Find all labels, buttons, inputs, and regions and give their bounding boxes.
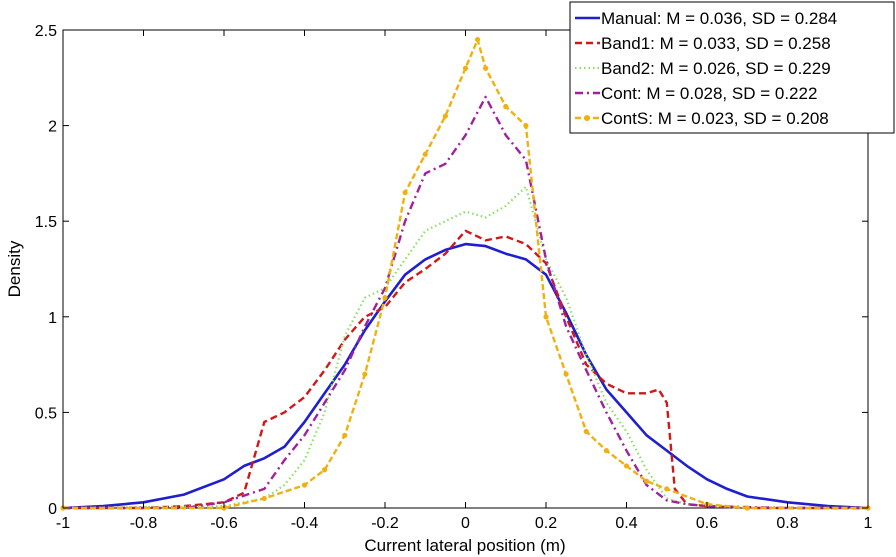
legend-label-band2: Band2: M = 0.026, SD = 0.229 [601, 59, 831, 78]
series-point-conts [422, 151, 428, 157]
x-tick-label: 0.4 [615, 515, 637, 532]
series-point-conts [382, 295, 388, 301]
legend-label-conts: ContS: M = 0.023, SD = 0.208 [601, 109, 829, 128]
x-tick-label: 0 [461, 515, 470, 532]
legend-box [569, 1, 895, 134]
y-tick-label: 2 [48, 119, 57, 136]
x-tick-label: -0.6 [210, 515, 238, 532]
series-point-conts [744, 505, 750, 511]
legend-marker-conts [584, 115, 590, 121]
y-tick-label: 1 [48, 310, 57, 327]
x-tick-label: 0.2 [535, 515, 557, 532]
series-line-band2 [62, 185, 868, 510]
legend-label-band1: Band1: M = 0.033, SD = 0.258 [601, 34, 831, 53]
series-point-conts [583, 428, 589, 435]
series-point-conts [483, 65, 489, 71]
series-point-conts [402, 189, 408, 196]
series-point-conts [543, 314, 549, 320]
legend-label-cont: Cont: M = 0.028, SD = 0.222 [601, 84, 817, 103]
series-point-conts [301, 482, 308, 488]
legend: Manual: M = 0.036, SD = 0.284 Band1: M = … [569, 1, 895, 134]
y-tick-label: 2.5 [35, 23, 57, 40]
series-point-conts [503, 103, 509, 110]
series-point-conts [261, 495, 267, 502]
y-tick-label: 0.5 [35, 405, 57, 422]
series-line-conts [63, 38, 868, 510]
y-tick-label: 0 [48, 501, 57, 518]
series-point-conts [462, 65, 469, 71]
series-point-conts [603, 448, 609, 454]
series-point-conts [442, 113, 448, 119]
x-tick-label: -0.8 [130, 515, 158, 532]
series-point-conts [474, 36, 481, 43]
series-point-conts [644, 478, 650, 484]
x-tick-label: 1 [864, 515, 873, 532]
y-tick-label: 1.5 [35, 214, 57, 231]
series-point-conts [322, 467, 328, 473]
x-axis-label: Current lateral position (m) [364, 536, 565, 555]
x-tick-label: -1 [56, 515, 70, 532]
series-line-band1 [63, 229, 868, 510]
legend-label-manual: Manual: M = 0.036, SD = 0.284 [601, 9, 837, 28]
y-axis-label: Density [5, 240, 24, 297]
series-point-conts [362, 371, 368, 377]
x-tick-label: -0.2 [371, 515, 399, 532]
series-point-conts [664, 486, 670, 492]
tick-layer: -1 -0.8 -0.6 -0.4 -0.2 0 0.2 0.4 0.6 0.8 1 0 0.5 1 1.5… [35, 23, 873, 532]
series-layer [60, 36, 871, 511]
series-point-conts [342, 432, 348, 438]
series-line-manual [62, 242, 869, 510]
series-point-conts [523, 123, 529, 129]
x-tick-label: 0.6 [696, 515, 718, 532]
series-point-conts [563, 371, 569, 377]
x-tick-label: -0.4 [291, 515, 319, 532]
series-point-conts [623, 463, 630, 469]
series-line-cont [63, 95, 868, 510]
x-tick-label: 0.8 [776, 515, 798, 532]
